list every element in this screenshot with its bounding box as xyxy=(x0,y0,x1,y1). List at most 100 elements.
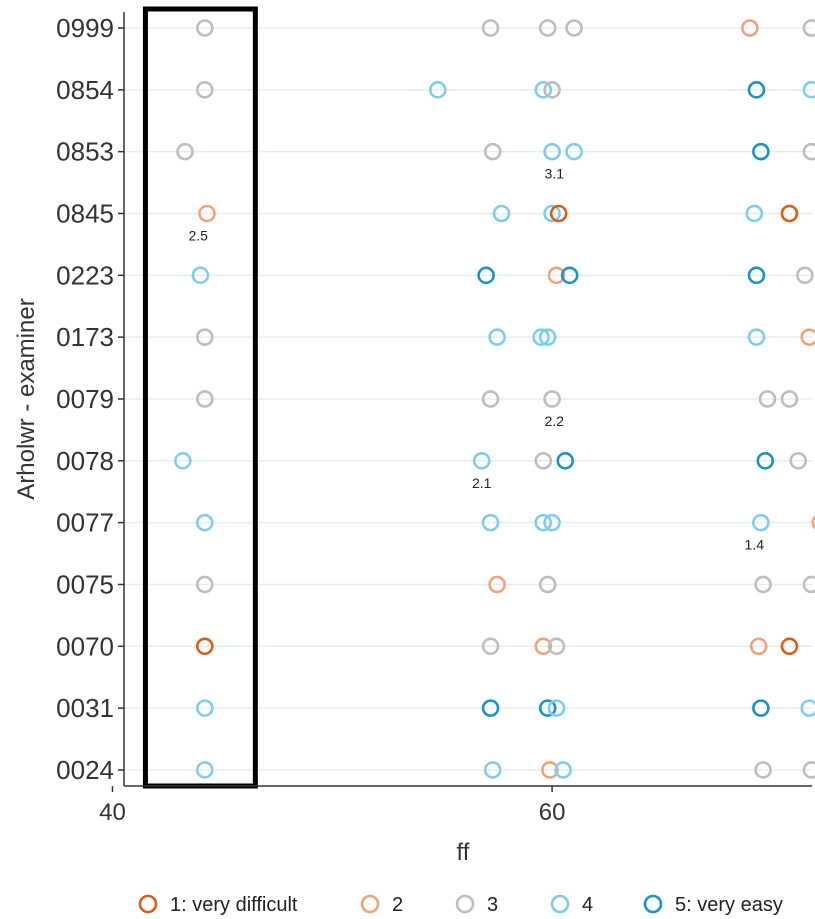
data-point xyxy=(481,390,500,408)
data-point xyxy=(756,452,775,470)
y-tick-label: 0845 xyxy=(56,198,114,228)
legend-label: 3 xyxy=(487,894,498,916)
data-point xyxy=(532,328,550,346)
data-point xyxy=(195,19,214,37)
data-point xyxy=(538,328,557,346)
data-point xyxy=(802,81,815,99)
data-point xyxy=(481,513,500,532)
data-point xyxy=(483,761,502,779)
data-point xyxy=(198,204,216,223)
x-tick-label: 60 xyxy=(539,799,566,826)
data-point xyxy=(780,637,799,656)
y-tick-label: 0024 xyxy=(56,755,114,785)
y-tick-label: 0079 xyxy=(56,384,114,414)
data-point xyxy=(749,637,768,656)
legend: 1: very difficult 2 3 4 5: very easy xyxy=(138,894,783,916)
data-point xyxy=(195,637,214,656)
y-tick-label: 0078 xyxy=(56,446,114,476)
data-point xyxy=(488,328,506,346)
data-point xyxy=(752,513,770,532)
data-point xyxy=(195,761,214,779)
data-point xyxy=(547,266,566,285)
data-point xyxy=(802,761,815,779)
data-point xyxy=(483,142,502,161)
data-point xyxy=(481,637,500,656)
data-point xyxy=(492,204,511,223)
y-tick-label: 0031 xyxy=(56,693,114,723)
data-point xyxy=(800,699,815,717)
y-tick-label: 0077 xyxy=(56,508,114,538)
data-point xyxy=(789,452,808,470)
data-point xyxy=(549,204,568,223)
data-point xyxy=(543,81,561,99)
annotation-label: 2.1 xyxy=(472,475,492,491)
data-point xyxy=(543,142,561,161)
data-point xyxy=(195,81,214,99)
highlight-box xyxy=(142,6,258,789)
data-point xyxy=(565,19,583,37)
annotations-layer: 3.33.23.12.52.42.32.22.11.41.31.23.61.13… xyxy=(188,166,765,553)
data-point xyxy=(754,761,772,779)
data-point xyxy=(195,328,214,346)
data-point xyxy=(195,390,214,408)
legend-key xyxy=(550,894,570,914)
data-point xyxy=(538,19,557,37)
data-point xyxy=(195,699,214,717)
data-point xyxy=(747,266,766,285)
data-point xyxy=(802,142,815,161)
data-point xyxy=(802,575,815,594)
annotation-label: 3.1 xyxy=(545,166,565,182)
y-tick-label: 0075 xyxy=(56,569,114,599)
y-tick-label: 0999 xyxy=(56,13,114,43)
legend-label: 2 xyxy=(392,894,403,916)
data-point xyxy=(547,637,566,656)
legend-key xyxy=(643,894,663,914)
data-point xyxy=(754,575,772,594)
x-tick-label: 40 xyxy=(99,799,126,826)
data-point xyxy=(758,390,777,408)
data-point xyxy=(752,142,770,161)
data-point xyxy=(747,81,766,99)
data-point xyxy=(800,328,815,346)
x-tick-labels: 406080100 xyxy=(99,786,566,826)
data-point xyxy=(543,390,561,408)
data-point xyxy=(481,699,500,717)
data-point xyxy=(191,266,210,285)
legend-key xyxy=(455,894,475,914)
y-tick-label: 0854 xyxy=(56,75,114,105)
data-point xyxy=(176,142,194,161)
y-axis-title: Arholwr - examiner xyxy=(13,298,40,499)
data-point xyxy=(802,19,815,37)
y-tick-label: 0173 xyxy=(56,322,114,352)
data-point xyxy=(541,761,559,779)
data-point xyxy=(745,204,764,223)
data-point xyxy=(565,142,583,161)
data-point xyxy=(534,452,553,470)
x-axis-title: ff xyxy=(457,839,470,866)
y-tick-label: 0070 xyxy=(56,631,114,661)
y-tick-label: 0853 xyxy=(56,137,114,167)
legend-label: 5: very easy xyxy=(675,894,783,916)
data-point xyxy=(195,513,214,532)
data-point xyxy=(547,699,566,717)
legend-label: 1: very difficult xyxy=(170,894,298,916)
data-point xyxy=(488,575,506,594)
data-point xyxy=(174,452,192,470)
data-point xyxy=(747,328,766,346)
points-layer xyxy=(174,19,815,779)
data-point xyxy=(472,452,491,470)
data-point xyxy=(538,575,557,594)
data-point xyxy=(534,81,553,99)
data-point xyxy=(796,266,814,285)
data-point xyxy=(780,204,799,223)
data-point xyxy=(538,699,557,717)
data-point xyxy=(195,575,214,594)
annotation-label: 1.4 xyxy=(745,537,765,553)
data-point xyxy=(481,19,500,37)
data-point xyxy=(428,81,447,99)
data-point xyxy=(560,266,579,285)
data-point xyxy=(534,637,553,656)
legend-label: 4 xyxy=(582,894,593,916)
data-point xyxy=(556,452,575,470)
